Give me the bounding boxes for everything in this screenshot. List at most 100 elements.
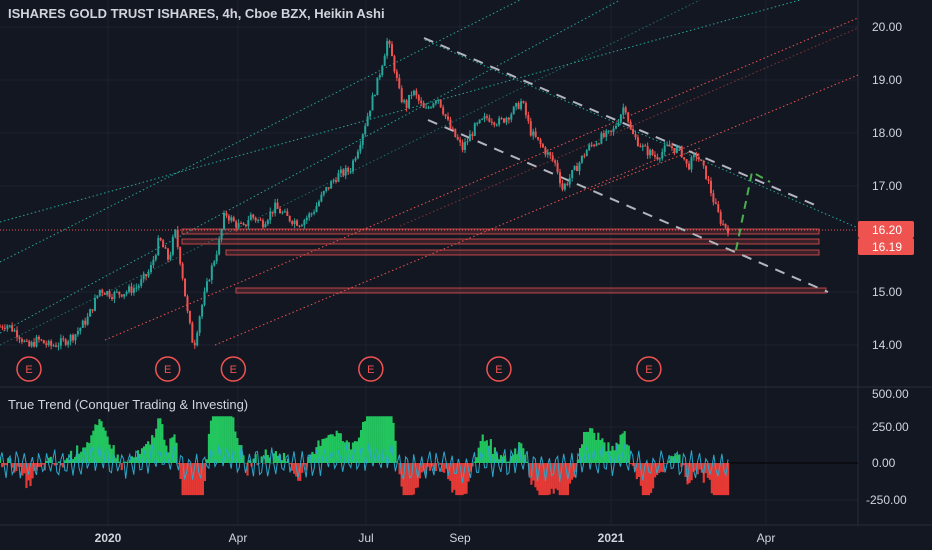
histogram-bar	[532, 463, 535, 481]
candle-body	[210, 265, 213, 280]
histogram-bar	[361, 422, 365, 463]
earnings-marker[interactable]	[154, 356, 181, 382]
earnings-marker[interactable]	[358, 356, 384, 382]
candle-body	[656, 156, 659, 160]
earnings-marker[interactable]	[220, 356, 247, 382]
histogram-bar	[505, 461, 509, 463]
candle-body	[485, 116, 488, 118]
price-tick-label: 15.00	[872, 285, 902, 299]
histogram-bar	[524, 454, 527, 463]
candle-body	[610, 130, 613, 132]
candle-body	[93, 297, 96, 311]
candle-body	[690, 157, 693, 170]
candle-body	[137, 285, 140, 288]
histogram-bar	[311, 451, 314, 463]
histogram-bar	[457, 463, 460, 496]
time-axis[interactable]: 2020 Apr Jul Sep 2021 Apr	[95, 531, 776, 545]
histogram-bar	[656, 463, 659, 476]
candle-body	[81, 320, 84, 328]
histogram-bar	[408, 463, 411, 496]
candle-body	[563, 183, 566, 190]
candle-body	[259, 219, 262, 221]
indicator-tick-label: 250.00	[872, 420, 909, 434]
histogram-bar	[459, 463, 462, 496]
histogram-bar	[349, 449, 353, 463]
candle-body	[201, 304, 204, 317]
candle-body	[391, 44, 393, 57]
earnings-marker-label: E	[367, 364, 374, 376]
histogram-bar	[84, 447, 87, 463]
candle-body	[639, 146, 642, 148]
histogram-bar	[617, 444, 620, 463]
earnings-marker[interactable]	[16, 356, 42, 382]
candle-body	[590, 144, 593, 146]
candle-body	[451, 128, 454, 130]
histogram-bar	[430, 463, 434, 467]
candle-body	[308, 213, 311, 218]
histogram-bar	[35, 463, 38, 471]
candle-body	[274, 202, 277, 214]
candle-body	[232, 217, 235, 222]
candle-body	[520, 101, 523, 109]
candle-body	[434, 101, 437, 104]
histogram-bar	[274, 451, 277, 463]
candle-body	[18, 337, 21, 340]
secondary-price-label-box	[858, 238, 914, 255]
histogram-bar	[574, 463, 578, 473]
time-tick-label: 2020	[95, 531, 122, 545]
candle-body	[223, 212, 225, 229]
histogram-bar	[102, 427, 105, 463]
histogram-bar	[376, 416, 379, 463]
price-axis[interactable]: 20.00 19.00 18.00 17.00 15.00 14.00 16.2…	[858, 20, 914, 352]
histogram-bar	[392, 422, 395, 463]
indicator-axis[interactable]: 500.00 250.00 0.00 -250.00	[866, 387, 909, 507]
earnings-marker[interactable]	[636, 356, 662, 382]
histogram-bar	[110, 448, 113, 463]
histogram-bar	[615, 442, 618, 463]
candle-body	[649, 149, 652, 156]
candle-body	[347, 168, 350, 172]
candle-body	[120, 294, 123, 297]
histogram-bar	[5, 463, 8, 466]
histogram-bar	[686, 463, 689, 485]
histogram-bar	[538, 463, 541, 496]
histogram-bar	[232, 417, 235, 463]
histogram-bar	[187, 463, 190, 496]
histogram-bar	[203, 463, 207, 482]
histogram-bar	[724, 463, 728, 496]
histogram-bar	[335, 430, 338, 463]
histogram-bar	[388, 416, 391, 463]
candle-body	[607, 130, 610, 132]
candle-body	[28, 341, 31, 347]
candle-body	[644, 145, 647, 147]
candle-body	[20, 339, 23, 342]
earnings-marker[interactable]	[486, 356, 512, 382]
histogram-bar	[145, 444, 148, 463]
candle-body	[269, 211, 272, 221]
histogram-bar	[45, 460, 48, 463]
histogram-bar	[394, 440, 397, 463]
histogram-bar	[562, 463, 565, 496]
candle-body	[191, 322, 194, 343]
time-tick-label: Jul	[358, 531, 373, 545]
histogram-bar	[238, 445, 241, 463]
histogram-bar	[72, 459, 75, 463]
candle-body	[578, 162, 581, 172]
histogram-bar	[224, 416, 227, 463]
histogram-bar	[428, 463, 432, 471]
histogram-bar	[507, 461, 511, 463]
histogram-bar	[704, 463, 707, 474]
histogram-bar	[63, 460, 67, 463]
histogram-bar	[526, 461, 529, 463]
candle-body	[196, 332, 199, 346]
histogram-bar	[88, 443, 91, 463]
histogram-bar	[418, 463, 421, 479]
histogram-bar	[412, 463, 415, 495]
candle-body	[556, 162, 559, 173]
histogram-bar	[244, 462, 247, 464]
candle-body	[361, 134, 364, 145]
candle-body	[619, 114, 622, 123]
histogram-bar	[240, 445, 243, 463]
candle-body	[325, 187, 328, 192]
